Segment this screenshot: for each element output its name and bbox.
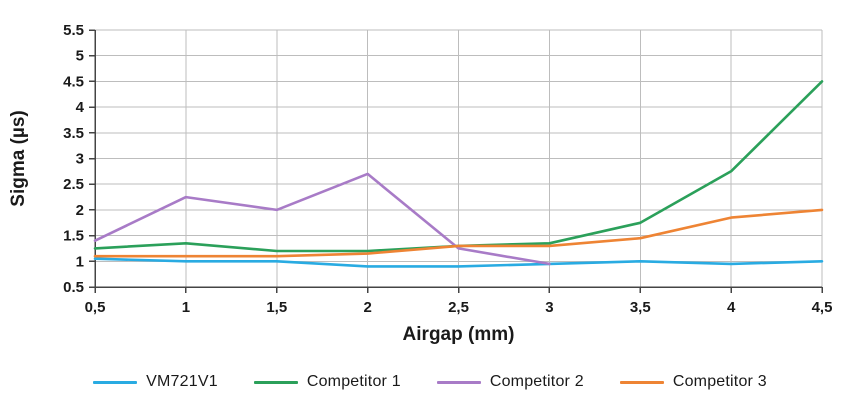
x-tick-label: 4 [727, 299, 736, 316]
legend-label-vm721v1: VM721V1 [146, 373, 218, 390]
tick-labels: 0.5 1 1.5 2 2.5 3 3.5 4 4.5 5 5.5 0,5 1 1,5 2 2,5 3 3,5 4 4… [63, 22, 832, 316]
legend-label-competitor-3: Competitor 3 [672, 373, 767, 390]
y-tick-label: 0.5 [63, 279, 84, 296]
y-tick-label: 1.5 [63, 228, 84, 245]
series-line-competitor-3 [93, 208, 824, 258]
x-tick-label: 2 [363, 299, 371, 316]
line-chart-canvas: 0.5 1 1.5 2 2.5 3 3.5 4 4.5 5 5.5 0,5 1 1,5 2 2,5 3 3,5 4 4… [8, 22, 832, 345]
legend-item-vm721v1: VM721V1 [93, 373, 218, 391]
x-tick-label: 1,5 [266, 299, 287, 316]
y-axis-title: Sigma (µs) [8, 110, 29, 206]
legend-swatch-vm721v1 [93, 380, 138, 384]
legend-item-competitor-1: Competitor 1 [253, 373, 401, 391]
legend-label-competitor-2: Competitor 2 [489, 373, 584, 390]
legend: VM721V1 Competitor 1 Competitor 2 Compet… [0, 352, 860, 412]
x-tick-label: 2,5 [448, 299, 469, 316]
legend-swatch-competitor-3 [619, 380, 664, 384]
axes [89, 29, 823, 293]
y-tick-label: 4.5 [63, 73, 84, 90]
x-tick-label: 1 [182, 299, 190, 316]
series-line-competitor-2 [93, 172, 551, 266]
x-tick-label: 3,5 [630, 299, 651, 316]
y-tick-label: 3.5 [63, 125, 84, 142]
y-tick-label: 2 [76, 202, 84, 219]
y-tick-label: 3 [76, 151, 84, 168]
y-tick-label: 4 [76, 99, 85, 116]
y-tick-label: 5 [76, 48, 84, 65]
x-tick-label: 4,5 [812, 299, 833, 316]
legend-swatch-competitor-1 [253, 380, 298, 384]
y-tick-label: 1 [76, 253, 84, 270]
legend-item-competitor-2: Competitor 2 [436, 373, 584, 391]
series-lines [93, 80, 824, 268]
x-tick-label: 3 [545, 299, 553, 316]
legend-item-competitor-3: Competitor 3 [619, 373, 767, 391]
series-line-vm721v1 [93, 257, 824, 268]
legend-swatch-competitor-2 [436, 380, 481, 384]
x-tick-label: 0,5 [85, 299, 106, 316]
y-tick-label: 2.5 [63, 176, 84, 193]
legend-label-competitor-1: Competitor 1 [306, 373, 401, 390]
y-tick-label: 5.5 [63, 22, 84, 39]
x-axis-title: Airgap (mm) [403, 324, 515, 345]
